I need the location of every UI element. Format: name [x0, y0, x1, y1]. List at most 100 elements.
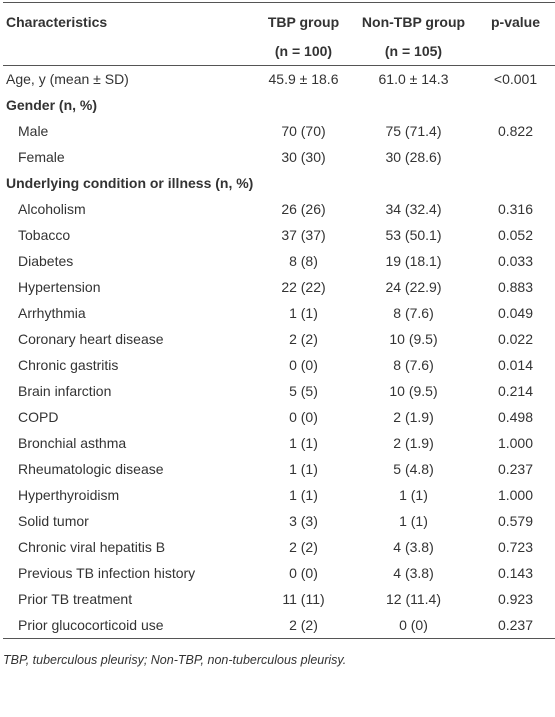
row-label: Arrhythmia [18, 305, 86, 321]
value-cell: 5 (4.8) [393, 461, 434, 477]
row-label: Coronary heart disease [18, 331, 164, 347]
row-label: Diabetes [18, 253, 74, 269]
value-cell: 34 (32.4) [385, 201, 442, 217]
data-row: Age, y (mean ± SD) 45.9 ± 18.6 61.0 ± 14.3… [3, 66, 555, 93]
row-label: Prior TB treatment [18, 591, 133, 607]
row-label: Tobacco [18, 227, 71, 243]
data-row: Prior TB treatment 11 (11) 12 (11.4) 0.923 [3, 586, 555, 612]
section-label: Gender (n, %) [6, 97, 98, 113]
empty-cell [476, 170, 555, 196]
row-label: Age, y (mean ± SD) [6, 71, 129, 87]
data-row: Prior glucocorticoid use 2 (2) 0 (0) 0.237 [3, 612, 555, 639]
empty-cell [351, 170, 476, 196]
value-cell: 12 (11.4) [386, 591, 441, 607]
row-label: Rheumatologic disease [18, 461, 164, 477]
row-label: Female [18, 149, 65, 165]
value-cell: 70 (70) [281, 123, 326, 139]
value-cell: 61.0 ± 14.3 [378, 71, 449, 87]
value-cell: 0.316 [497, 201, 534, 217]
footnote: TBP, tuberculous pleurisy; Non-TBP, non-… [3, 653, 347, 667]
value-cell: 2 (2) [289, 331, 318, 347]
row-label: Solid tumor [18, 513, 89, 529]
data-row: Diabetes 8 (8) 19 (18.1) 0.033 [3, 248, 555, 274]
section-label: Underlying condition or illness (n, %) [6, 175, 254, 191]
data-row: Hypertension 22 (22) 24 (22.9) 0.883 [3, 274, 555, 300]
value-cell: 1 (1) [399, 513, 428, 529]
header-row: Characteristics TBP group Non-TBP group … [3, 2, 555, 36]
value-cell: 0.822 [497, 123, 534, 139]
value-cell: 53 (50.1) [385, 227, 442, 243]
data-row: Chronic gastritis 0 (0) 8 (7.6) 0.014 [3, 352, 555, 378]
header-cell: p-value [476, 2, 555, 36]
value-cell: 22 (22) [281, 279, 326, 295]
value-cell: 0.214 [497, 383, 534, 399]
value-cell: 4 (3.8) [393, 565, 434, 581]
value-cell: 5 (5) [289, 383, 318, 399]
value-cell: 2 (1.9) [393, 435, 434, 451]
value-cell: 0.923 [497, 591, 534, 607]
value-cell: 1 (1) [289, 435, 318, 451]
row-label: COPD [18, 409, 59, 425]
value-cell: 0.883 [497, 279, 534, 295]
empty-cell [256, 92, 351, 118]
value-cell: 0.237 [497, 461, 534, 477]
header-cell: Characteristics [3, 2, 256, 36]
empty-cell [351, 92, 476, 118]
data-row: Previous TB infection history 0 (0) 4 (3.8… [3, 560, 555, 586]
data-row: Hyperthyroidism 1 (1) 1 (1) 1.000 [3, 482, 555, 508]
value-cell: 0.723 [497, 539, 534, 555]
value-cell: 10 (9.5) [389, 383, 438, 399]
value-cell: 0.579 [497, 513, 534, 529]
table-body: Age, y (mean ± SD) 45.9 ± 18.6 61.0 ± 14.3… [3, 66, 555, 639]
value-cell: 2 (2) [289, 539, 318, 555]
value-cell: 0.143 [497, 565, 534, 581]
value-cell: 4 (3.8) [393, 539, 434, 555]
data-row: Male 70 (70) 75 (71.4) 0.822 [3, 118, 555, 144]
value-cell: 19 (18.1) [385, 253, 442, 269]
value-cell: 30 (30) [281, 149, 326, 165]
header-subrow: (n = 100) (n = 105) [3, 36, 555, 66]
data-row: Solid tumor 3 (3) 1 (1) 0.579 [3, 508, 555, 534]
data-table: Characteristics TBP group Non-TBP group … [3, 2, 555, 639]
section-row: Underlying condition or illness (n, %) [3, 170, 555, 196]
empty-cell [476, 144, 555, 170]
value-cell: 0.498 [497, 409, 534, 425]
value-cell: 10 (9.5) [389, 331, 438, 347]
value-cell: 2 (2) [256, 612, 351, 639]
header-cell: TBP group [256, 2, 351, 36]
table-header: Characteristics TBP group Non-TBP group … [3, 2, 555, 66]
data-row: Coronary heart disease 2 (2) 10 (9.5) 0.022 [3, 326, 555, 352]
data-row: Female 30 (30) 30 (28.6) [3, 144, 555, 170]
value-cell: 0.052 [497, 227, 534, 243]
empty-cell [256, 170, 351, 196]
section-row: Gender (n, %) [3, 92, 555, 118]
value-cell: 26 (26) [281, 201, 326, 217]
data-row: Bronchial asthma 1 (1) 2 (1.9) 1.000 [3, 430, 555, 456]
row-label: Chronic viral hepatitis B [18, 539, 166, 555]
data-row: Tobacco 37 (37) 53 (50.1) 0.052 [3, 222, 555, 248]
value-cell: 3 (3) [289, 513, 318, 529]
value-cell: 1 (1) [289, 487, 318, 503]
header-cell: Non-TBP group [351, 2, 476, 36]
header-subtitle: (n = 105) [351, 36, 476, 66]
value-cell: 1.000 [497, 487, 534, 503]
value-cell: 0 (0) [289, 565, 318, 581]
value-cell: 1 (1) [399, 487, 428, 503]
value-cell: 8 (7.6) [393, 357, 434, 373]
value-cell: 0.014 [497, 357, 534, 373]
value-cell: 0 (0) [351, 612, 476, 639]
data-row: Brain infarction 5 (5) 10 (9.5) 0.214 [3, 378, 555, 404]
value-cell: 8 (7.6) [393, 305, 434, 321]
data-row: Alcoholism 26 (26) 34 (32.4) 0.316 [3, 196, 555, 222]
value-cell: 0 (0) [289, 409, 318, 425]
value-cell: 37 (37) [281, 227, 326, 243]
empty-cell [476, 92, 555, 118]
data-row: COPD 0 (0) 2 (1.9) 0.498 [3, 404, 555, 430]
row-label: Prior glucocorticoid use [3, 612, 256, 639]
value-cell: 11 (11) [282, 591, 325, 607]
row-label: Hypertension [18, 279, 101, 295]
row-label: Previous TB infection history [18, 565, 196, 581]
value-cell: 1.000 [497, 435, 534, 451]
row-label: Hyperthyroidism [18, 487, 120, 503]
